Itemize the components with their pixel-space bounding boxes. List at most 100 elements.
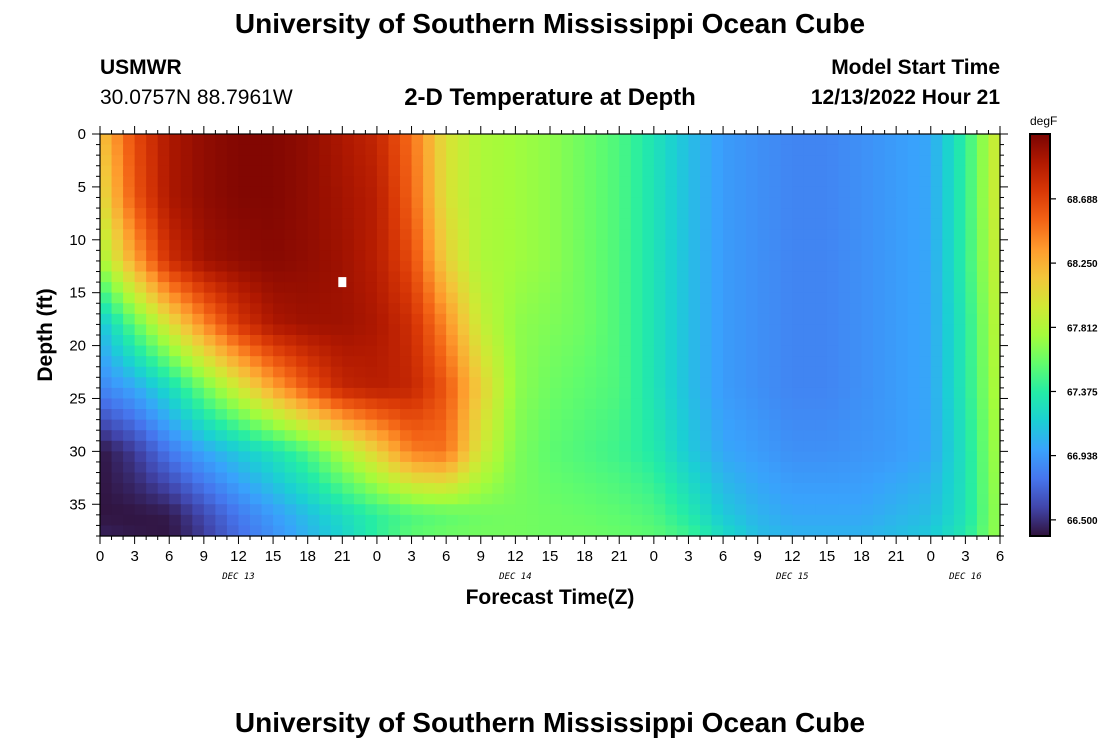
heatmap-cell <box>226 472 240 484</box>
heatmap-cell <box>526 451 540 463</box>
heatmap-cell <box>642 525 655 537</box>
heatmap-cell <box>192 218 205 230</box>
heatmap-cell <box>861 398 874 410</box>
heatmap-cell <box>757 493 770 505</box>
heatmap-cell <box>757 440 770 452</box>
heatmap-cell <box>226 387 240 400</box>
heatmap-cell <box>769 356 782 368</box>
heatmap-cell <box>619 292 632 304</box>
heatmap-cell <box>723 419 736 431</box>
heatmap-cell <box>919 313 932 326</box>
heatmap-cell <box>873 303 886 315</box>
heatmap-cell <box>619 525 632 537</box>
heatmap-cell <box>469 493 482 505</box>
heatmap-cell <box>330 409 343 421</box>
heatmap-cell <box>676 525 690 537</box>
heatmap-cell <box>515 440 528 452</box>
heatmap-cell <box>353 335 366 347</box>
heatmap-cell <box>919 440 932 452</box>
heatmap-cell <box>792 430 805 442</box>
heatmap-cell <box>700 292 713 304</box>
heatmap-cell <box>503 398 516 410</box>
heatmap-cell <box>630 313 643 326</box>
heatmap-cell <box>930 271 943 283</box>
heatmap-cell <box>838 165 851 177</box>
heatmap-cell <box>619 430 632 442</box>
heatmap-cell <box>619 356 632 368</box>
heatmap-cell <box>400 504 413 516</box>
heatmap-cell <box>330 165 343 177</box>
heatmap-cell <box>619 398 632 410</box>
heatmap-cell <box>896 366 909 378</box>
heatmap-cell <box>700 282 713 294</box>
heatmap-cell <box>446 155 459 167</box>
heatmap-cell <box>457 197 470 209</box>
heatmap-cell <box>192 271 205 283</box>
heatmap-cell <box>550 366 563 378</box>
heatmap-cell <box>688 514 701 527</box>
heatmap-cell <box>273 345 286 357</box>
heatmap-cell <box>700 377 713 389</box>
heatmap-cell <box>157 430 170 442</box>
heatmap-cell <box>723 525 736 537</box>
heatmap-cell <box>907 324 920 336</box>
heatmap-cell <box>688 176 701 188</box>
heatmap-cell <box>803 366 816 378</box>
heatmap-cell <box>619 186 632 199</box>
heatmap-cell <box>769 387 782 400</box>
heatmap-cell <box>157 377 170 389</box>
heatmap-cell <box>261 377 274 389</box>
heatmap-cell <box>838 134 851 146</box>
heatmap-cell <box>630 387 643 400</box>
heatmap-cell <box>792 345 805 357</box>
heatmap-cell <box>203 134 216 146</box>
heatmap-cell <box>261 461 274 474</box>
heatmap-cell <box>573 377 586 389</box>
heatmap-cell <box>746 292 759 304</box>
heatmap-cell <box>653 525 666 537</box>
heatmap-cell <box>861 366 874 378</box>
heatmap-cell <box>896 525 909 537</box>
heatmap-cell <box>146 186 159 199</box>
heatmap-cell <box>642 176 655 188</box>
heatmap-cell <box>411 377 424 389</box>
heatmap-cell <box>365 387 378 400</box>
heatmap-cell <box>746 409 759 421</box>
heatmap-cell <box>850 176 863 188</box>
heatmap-cell <box>111 271 124 283</box>
heatmap-cell <box>884 398 897 410</box>
heatmap-cell <box>446 186 459 199</box>
heatmap-cell <box>307 335 320 347</box>
heatmap-cell <box>861 186 874 199</box>
heatmap-cell <box>988 377 1001 389</box>
heatmap-cell <box>988 282 1001 294</box>
heatmap-cell <box>284 461 297 474</box>
heatmap-cell <box>976 504 990 516</box>
heatmap-cell <box>134 493 147 505</box>
heatmap-cell <box>353 218 366 230</box>
heatmap-cell <box>757 377 770 389</box>
heatmap-cell <box>273 493 286 505</box>
heatmap-cell <box>169 419 182 431</box>
heatmap-cell <box>538 514 551 527</box>
heatmap-cell <box>746 504 759 516</box>
heatmap-cell <box>238 176 251 188</box>
heatmap-cell <box>111 356 124 368</box>
heatmap-cell <box>826 387 840 400</box>
heatmap-cell <box>919 356 932 368</box>
heatmap-cell <box>100 260 113 273</box>
heatmap-cell <box>526 514 540 527</box>
heatmap-cell <box>711 345 724 357</box>
heatmap-cell <box>850 186 863 199</box>
heatmap-cell <box>353 430 366 442</box>
heatmap-cell <box>296 260 309 273</box>
heatmap-cell <box>296 155 309 167</box>
heatmap-cell <box>700 313 713 326</box>
heatmap-cell <box>942 144 955 156</box>
heatmap-cell <box>457 356 470 368</box>
heatmap-cell <box>134 303 147 315</box>
x-tick-label: 3 <box>684 548 692 565</box>
heatmap-cell <box>723 229 736 241</box>
heatmap-cell <box>942 250 955 262</box>
heatmap-cell <box>734 377 747 389</box>
